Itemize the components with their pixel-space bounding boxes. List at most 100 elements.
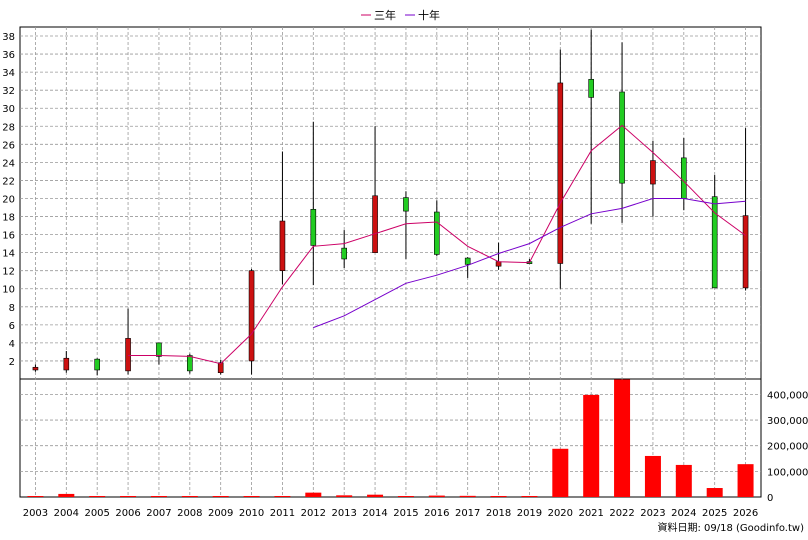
volume-bar (614, 379, 631, 497)
volume-bar (336, 495, 353, 497)
volume-bar (737, 464, 754, 497)
price-tick-label: 14 (2, 249, 15, 260)
candle-body-down (279, 220, 286, 271)
year-tick-label: 2009 (208, 508, 233, 519)
volume-bar (644, 455, 661, 497)
candle-body-up (619, 91, 625, 184)
candle-body-down (372, 195, 378, 253)
volume-bar (181, 496, 198, 497)
volume-axis: 0 100,000 200,000 300,000 400,000 (767, 390, 808, 504)
candle-body-up (681, 157, 687, 199)
volume-bars (27, 379, 754, 497)
volume-bar (397, 496, 414, 497)
year-axis: 2003 2004 2005 2006 2007 2008 2009 2010 2011 2012… (23, 508, 759, 519)
year-tick-label: 2024 (671, 508, 696, 519)
volume-bar (243, 496, 260, 497)
candle-body-up (341, 247, 347, 260)
price-tick-label: 12 (2, 267, 15, 278)
candle-body-up (711, 196, 718, 289)
volume-bar (490, 496, 507, 497)
year-tick-label: 2013 (331, 508, 356, 519)
price-tick-label: 30 (2, 104, 15, 115)
volume-bar (120, 496, 137, 497)
volume-tick-label: 0 (767, 493, 773, 504)
volume-bar (305, 492, 322, 497)
price-tick-label: 28 (2, 122, 15, 133)
price-tick-label: 18 (2, 213, 15, 224)
price-tick-label: 32 (2, 86, 15, 97)
ma3-line (128, 124, 746, 365)
year-tick-label: 2005 (84, 508, 109, 519)
price-tick-label: 2 (9, 357, 15, 368)
volume-bar (58, 493, 75, 497)
volume-bar (428, 495, 445, 497)
gridlines (20, 27, 761, 497)
price-tick-label: 38 (2, 32, 15, 43)
candle-body-up (403, 197, 409, 212)
year-tick-label: 2014 (362, 508, 387, 519)
year-tick-label: 2018 (486, 508, 511, 519)
volume-bar (27, 496, 44, 497)
year-tick-label: 2023 (640, 508, 665, 519)
year-tick-label: 2007 (146, 508, 171, 519)
volume-bar (583, 394, 600, 497)
price-tick-label: 24 (2, 158, 15, 169)
candle-body-up (588, 79, 594, 98)
year-tick-label: 2006 (115, 508, 140, 519)
candle-body-up (310, 209, 317, 246)
volume-bar (274, 496, 291, 497)
volume-bar (150, 496, 167, 497)
source-note: 資料日期: 09/18 (Goodinfo.tw) (657, 521, 804, 534)
price-plot-area (19, 26, 762, 380)
candle-body-up (156, 342, 162, 357)
price-tick-label: 20 (2, 194, 15, 205)
year-tick-label: 2025 (702, 508, 727, 519)
candle-body-down (125, 338, 131, 372)
ma10-line (313, 198, 746, 329)
price-tick-label: 6 (9, 321, 15, 332)
year-tick-label: 2008 (177, 508, 202, 519)
volume-bar (706, 488, 723, 497)
volume-bar (367, 494, 384, 497)
volume-tick-label: 400,000 (767, 390, 808, 401)
year-tick-label: 2015 (393, 508, 418, 519)
volume-plot-area (19, 378, 762, 498)
volume-tick-label: 200,000 (767, 442, 808, 453)
legend: 三年 十年 (361, 8, 440, 22)
candle-body-up (94, 358, 100, 371)
volume-bar (552, 448, 569, 497)
price-tick-label: 4 (9, 339, 15, 350)
year-tick-label: 2016 (424, 508, 449, 519)
candle-body-down (495, 261, 502, 267)
price-tick-label: 26 (2, 140, 15, 151)
year-tick-label: 2022 (609, 508, 634, 519)
year-tick-label: 2003 (23, 508, 48, 519)
candle-body-down (742, 215, 749, 289)
candle-body-down (63, 357, 70, 371)
price-tick-label: 34 (2, 68, 15, 79)
year-tick-label: 2011 (270, 508, 295, 519)
year-tick-label: 2020 (548, 508, 573, 519)
candle-body-up (464, 257, 471, 265)
candle-body-down (248, 270, 255, 362)
year-tick-label: 2026 (733, 508, 758, 519)
year-tick-label: 2004 (54, 508, 79, 519)
legend-label-ma3: 三年 (374, 8, 396, 22)
candle-body-up (434, 211, 440, 255)
candle-body-down (32, 366, 39, 371)
volume-bar (521, 496, 538, 497)
year-tick-label: 2021 (578, 508, 603, 519)
volume-bar (675, 464, 692, 497)
price-tick-label: 16 (2, 231, 15, 242)
year-tick-label: 2017 (455, 508, 480, 519)
price-tick-label: 36 (2, 50, 15, 61)
price-tick-label: 8 (9, 303, 15, 314)
candle-body-down (217, 362, 224, 373)
volume-bar (212, 496, 229, 497)
year-tick-label: 2012 (301, 508, 326, 519)
moving-average-lines (128, 124, 746, 365)
price-tick-label: 22 (2, 176, 15, 187)
legend-label-ma10: 十年 (418, 8, 440, 22)
